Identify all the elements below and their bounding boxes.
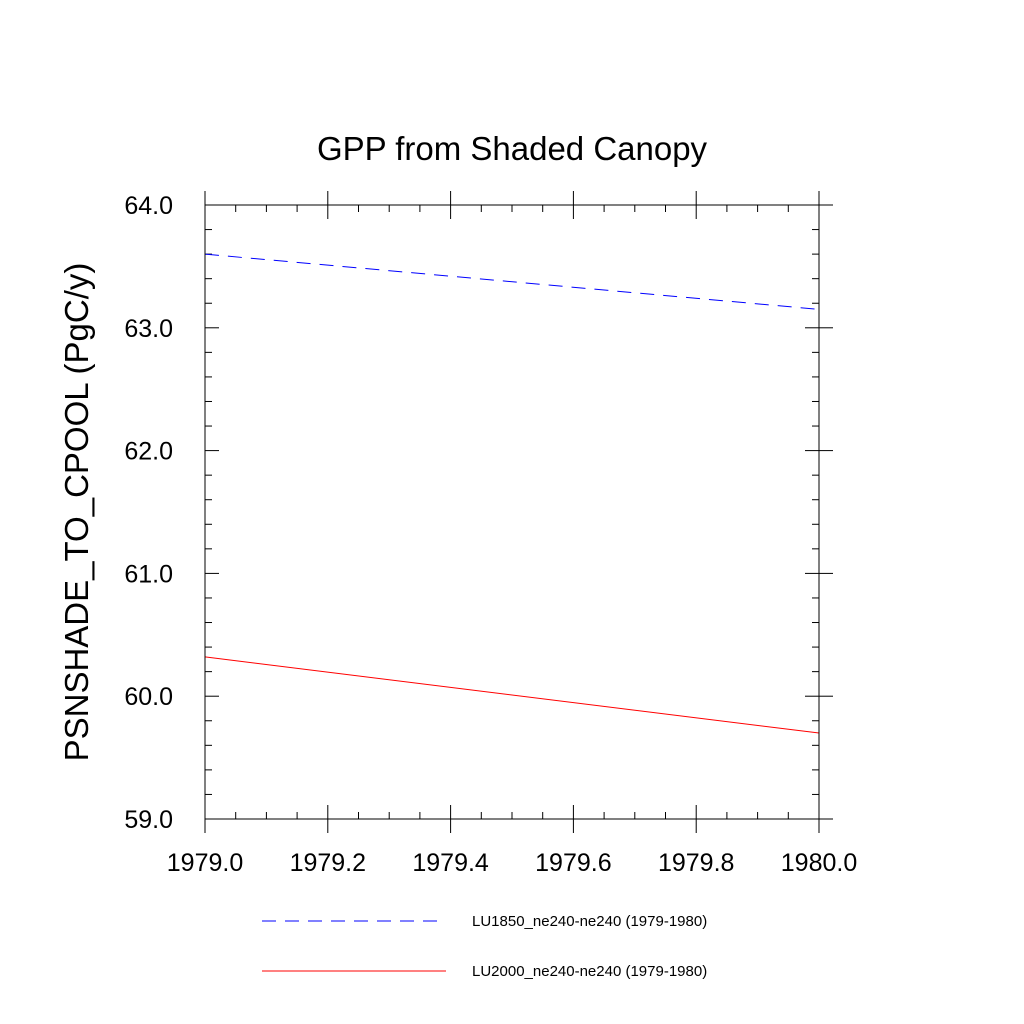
x-tick-label: 1979.6: [535, 849, 611, 877]
x-tick-label: 1979.8: [658, 849, 734, 877]
x-tick-label: 1979.4: [412, 849, 489, 877]
y-tick-label: 59.0: [124, 806, 173, 834]
legend-label: LU1850_ne240-ne240 (1979-1980): [472, 913, 707, 930]
chart-title: GPP from Shaded Canopy: [317, 130, 708, 167]
axis-ticks: 1979.0 1979.2 1979.4 1979.6 1979.8 1980.0 59.0…: [124, 191, 857, 877]
y-tick-label: 61.0: [124, 560, 173, 588]
plot-frame: [204, 204, 820, 820]
series-line-1: [204, 253, 820, 310]
x-tick-label: 1979.2: [290, 849, 366, 877]
y-tick-label: 60.0: [124, 683, 173, 711]
y-tick-label: 63.0: [124, 315, 173, 343]
series-line-2: [204, 656, 820, 734]
y-axis-label: PSNSHADE_TO_CPOOL (PgC/y): [58, 263, 95, 762]
y-tick-label: 62.0: [124, 438, 173, 466]
y-tick-label: 64.0: [124, 192, 173, 220]
series-lines: [204, 253, 820, 734]
legend: LU1850_ne240-ne240 (1979-1980) LU2000_ne2…: [262, 913, 707, 980]
x-tick-label: 1979.0: [167, 849, 243, 877]
x-tick-label: 1980.0: [781, 849, 857, 877]
legend-label: LU2000_ne240-ne240 (1979-1980): [472, 963, 707, 980]
